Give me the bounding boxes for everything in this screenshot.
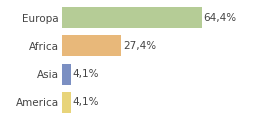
Bar [62, 63, 71, 85]
Text: 4,1%: 4,1% [72, 69, 99, 79]
Text: 4,1%: 4,1% [72, 97, 99, 107]
Bar [62, 7, 202, 28]
Bar [62, 92, 71, 113]
Text: 64,4%: 64,4% [203, 13, 237, 23]
Text: 27,4%: 27,4% [123, 41, 156, 51]
Bar [62, 35, 121, 57]
